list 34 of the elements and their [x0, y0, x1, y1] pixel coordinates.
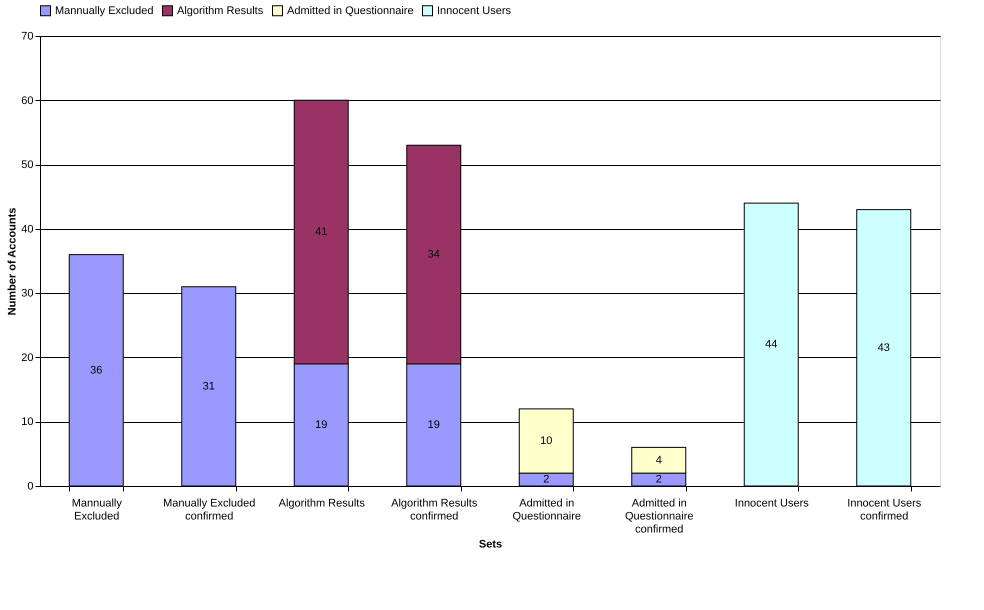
legend-label: Mannually Excluded — [55, 4, 154, 17]
y-tick-label: 0 — [27, 480, 34, 492]
x-tick-label: Innocent Users confirmed — [847, 498, 922, 522]
data-label: 44 — [765, 338, 778, 351]
data-label: 19 — [315, 418, 328, 431]
x-tick-label: Algorithm Results — [278, 498, 366, 510]
y-axis-title: Number of Accounts — [6, 208, 18, 316]
data-label: 2 — [543, 474, 550, 486]
data-label: 41 — [315, 226, 328, 238]
data-label: 4 — [656, 454, 662, 466]
y-tick-label: 60 — [21, 94, 34, 107]
data-label: 10 — [540, 435, 552, 447]
legend-label: Algorithm Results — [177, 4, 264, 17]
y-tick-label: 30 — [21, 288, 34, 300]
data-label: 34 — [428, 248, 440, 261]
x-tick-label: Admitted in Questionnaire confirmed — [625, 498, 694, 536]
data-label: 36 — [90, 364, 102, 376]
x-tick-label: Manually Excluded confirmed — [163, 498, 256, 522]
legend-label: Innocent Users — [437, 4, 512, 17]
x-tick-label: Admitted in Questionnaire — [512, 498, 581, 522]
data-label: 2 — [656, 474, 662, 486]
y-tick-label: 10 — [21, 416, 34, 428]
y-tick-label: 20 — [21, 352, 34, 364]
x-tick-label: Mannually Excluded — [72, 498, 122, 522]
data-label: 19 — [428, 418, 440, 431]
x-tick-label: Algorithm Results confirmed — [391, 498, 478, 522]
y-tick-label: 50 — [21, 159, 34, 172]
data-label: 43 — [878, 342, 890, 354]
y-tick-label: 70 — [21, 30, 34, 42]
y-tick-label: 40 — [21, 223, 34, 236]
legend-label: Admitted in Questionnaire — [287, 4, 414, 17]
x-axis-title: Sets — [478, 538, 502, 550]
data-label: 31 — [202, 380, 215, 392]
x-tick-label: Innocent Users — [734, 498, 810, 510]
